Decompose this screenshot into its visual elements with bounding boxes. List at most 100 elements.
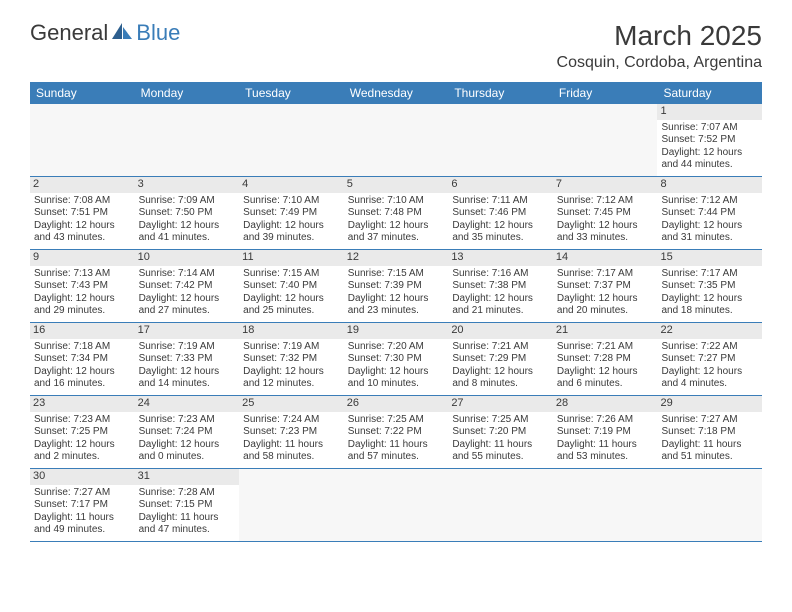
calendar-row: 30Sunrise: 7:27 AMSunset: 7:17 PMDayligh…: [30, 469, 762, 542]
calendar-cell-empty: [135, 104, 240, 176]
location: Cosquin, Cordoba, Argentina: [557, 54, 762, 72]
sunrise-text: Sunrise: 7:14 AM: [139, 268, 236, 281]
daylight-text: Daylight: 12 hours and 43 minutes.: [34, 220, 131, 245]
sunset-text: Sunset: 7:35 PM: [661, 280, 758, 293]
day-number: 3: [135, 177, 240, 193]
calendar-cell: 1Sunrise: 7:07 AMSunset: 7:52 PMDaylight…: [657, 104, 762, 176]
sunset-text: Sunset: 7:37 PM: [557, 280, 654, 293]
calendar-cell: 21Sunrise: 7:21 AMSunset: 7:28 PMDayligh…: [553, 323, 658, 395]
daylight-text: Daylight: 11 hours and 53 minutes.: [557, 439, 654, 464]
daylight-text: Daylight: 12 hours and 31 minutes.: [661, 220, 758, 245]
sunset-text: Sunset: 7:46 PM: [452, 207, 549, 220]
sunrise-text: Sunrise: 7:23 AM: [139, 414, 236, 427]
day-number: 18: [239, 323, 344, 339]
dow-header: Tuesday: [239, 82, 344, 104]
day-number: 4: [239, 177, 344, 193]
sunrise-text: Sunrise: 7:21 AM: [557, 341, 654, 354]
calendar-cell-empty: [344, 104, 449, 176]
daylight-text: Daylight: 11 hours and 57 minutes.: [348, 439, 445, 464]
calendar-cell: 24Sunrise: 7:23 AMSunset: 7:24 PMDayligh…: [135, 396, 240, 468]
day-number: 17: [135, 323, 240, 339]
calendar-row: 23Sunrise: 7:23 AMSunset: 7:25 PMDayligh…: [30, 396, 762, 469]
calendar-cell: 22Sunrise: 7:22 AMSunset: 7:27 PMDayligh…: [657, 323, 762, 395]
calendar-cell: 19Sunrise: 7:20 AMSunset: 7:30 PMDayligh…: [344, 323, 449, 395]
calendar: SundayMondayTuesdayWednesdayThursdayFrid…: [30, 82, 762, 542]
dow-header: Friday: [553, 82, 658, 104]
daylight-text: Daylight: 11 hours and 55 minutes.: [452, 439, 549, 464]
sunrise-text: Sunrise: 7:12 AM: [661, 195, 758, 208]
calendar-row: 1Sunrise: 7:07 AMSunset: 7:52 PMDaylight…: [30, 104, 762, 177]
sunset-text: Sunset: 7:28 PM: [557, 353, 654, 366]
sunrise-text: Sunrise: 7:24 AM: [243, 414, 340, 427]
sunrise-text: Sunrise: 7:18 AM: [34, 341, 131, 354]
sunset-text: Sunset: 7:44 PM: [661, 207, 758, 220]
sunset-text: Sunset: 7:23 PM: [243, 426, 340, 439]
sunrise-text: Sunrise: 7:17 AM: [661, 268, 758, 281]
calendar-row: 2Sunrise: 7:08 AMSunset: 7:51 PMDaylight…: [30, 177, 762, 250]
day-number: 14: [553, 250, 658, 266]
day-number: 29: [657, 396, 762, 412]
calendar-header-row: SundayMondayTuesdayWednesdayThursdayFrid…: [30, 82, 762, 104]
calendar-cell: 25Sunrise: 7:24 AMSunset: 7:23 PMDayligh…: [239, 396, 344, 468]
daylight-text: Daylight: 12 hours and 2 minutes.: [34, 439, 131, 464]
sunset-text: Sunset: 7:39 PM: [348, 280, 445, 293]
dow-header: Monday: [135, 82, 240, 104]
calendar-cell: 3 Sunrise: 7:09 AMSunset: 7:50 PMDaylight…: [135, 177, 240, 249]
sunrise-text: Sunrise: 7:21 AM: [452, 341, 549, 354]
calendar-cell-empty: [553, 104, 658, 176]
daylight-text: Daylight: 12 hours and 37 minutes.: [348, 220, 445, 245]
day-number: 1: [657, 104, 762, 120]
daylight-text: Daylight: 11 hours and 47 minutes.: [139, 512, 236, 537]
calendar-cell-empty: [448, 104, 553, 176]
daylight-text: Daylight: 12 hours and 10 minutes.: [348, 366, 445, 391]
daylight-text: Daylight: 12 hours and 27 minutes.: [139, 293, 236, 318]
calendar-cell: 15Sunrise: 7:17 AMSunset: 7:35 PMDayligh…: [657, 250, 762, 322]
calendar-cell: 17Sunrise: 7:19 AMSunset: 7:33 PMDayligh…: [135, 323, 240, 395]
sunrise-text: Sunrise: 7:19 AM: [139, 341, 236, 354]
daylight-text: Daylight: 12 hours and 23 minutes.: [348, 293, 445, 318]
day-number: 28: [553, 396, 658, 412]
sunset-text: Sunset: 7:15 PM: [139, 499, 236, 512]
sunset-text: Sunset: 7:33 PM: [139, 353, 236, 366]
sunset-text: Sunset: 7:24 PM: [139, 426, 236, 439]
sunset-text: Sunset: 7:50 PM: [139, 207, 236, 220]
calendar-cell: 5Sunrise: 7:10 AMSunset: 7:48 PMDaylight…: [344, 177, 449, 249]
day-number: 27: [448, 396, 553, 412]
day-number: 7: [553, 177, 658, 193]
calendar-cell: 11Sunrise: 7:15 AMSunset: 7:40 PMDayligh…: [239, 250, 344, 322]
sunset-text: Sunset: 7:17 PM: [34, 499, 131, 512]
calendar-cell: 18Sunrise: 7:19 AMSunset: 7:32 PMDayligh…: [239, 323, 344, 395]
day-number: 26: [344, 396, 449, 412]
sunrise-text: Sunrise: 7:11 AM: [452, 195, 549, 208]
day-number: 15: [657, 250, 762, 266]
daylight-text: Daylight: 12 hours and 4 minutes.: [661, 366, 758, 391]
sunrise-text: Sunrise: 7:20 AM: [348, 341, 445, 354]
day-number: 30: [30, 469, 135, 485]
calendar-cell: 23Sunrise: 7:23 AMSunset: 7:25 PMDayligh…: [30, 396, 135, 468]
calendar-cell: 14Sunrise: 7:17 AMSunset: 7:37 PMDayligh…: [553, 250, 658, 322]
daylight-text: Daylight: 12 hours and 41 minutes.: [139, 220, 236, 245]
sunset-text: Sunset: 7:22 PM: [348, 426, 445, 439]
sunset-text: Sunset: 7:27 PM: [661, 353, 758, 366]
daylight-text: Daylight: 12 hours and 25 minutes.: [243, 293, 340, 318]
sunset-text: Sunset: 7:49 PM: [243, 207, 340, 220]
sunrise-text: Sunrise: 7:15 AM: [243, 268, 340, 281]
calendar-cell-empty: [657, 469, 762, 541]
calendar-row: 16Sunrise: 7:18 AMSunset: 7:34 PMDayligh…: [30, 323, 762, 396]
sunrise-text: Sunrise: 7:09 AM: [139, 195, 236, 208]
calendar-cell: 2Sunrise: 7:08 AMSunset: 7:51 PMDaylight…: [30, 177, 135, 249]
calendar-cell: 31Sunrise: 7:28 AMSunset: 7:15 PMDayligh…: [135, 469, 240, 541]
sunrise-text: Sunrise: 7:16 AM: [452, 268, 549, 281]
daylight-text: Daylight: 12 hours and 21 minutes.: [452, 293, 549, 318]
calendar-cell-empty: [553, 469, 658, 541]
daylight-text: Daylight: 11 hours and 58 minutes.: [243, 439, 340, 464]
calendar-cell: 30Sunrise: 7:27 AMSunset: 7:17 PMDayligh…: [30, 469, 135, 541]
logo-text-2: Blue: [136, 20, 180, 46]
daylight-text: Daylight: 12 hours and 20 minutes.: [557, 293, 654, 318]
sunset-text: Sunset: 7:52 PM: [661, 134, 758, 147]
sunrise-text: Sunrise: 7:25 AM: [452, 414, 549, 427]
calendar-cell-empty: [344, 469, 449, 541]
day-number: 12: [344, 250, 449, 266]
calendar-cell: 9Sunrise: 7:13 AMSunset: 7:43 PMDaylight…: [30, 250, 135, 322]
page-header: General Blue March 2025 Cosquin, Cordoba…: [30, 20, 762, 72]
